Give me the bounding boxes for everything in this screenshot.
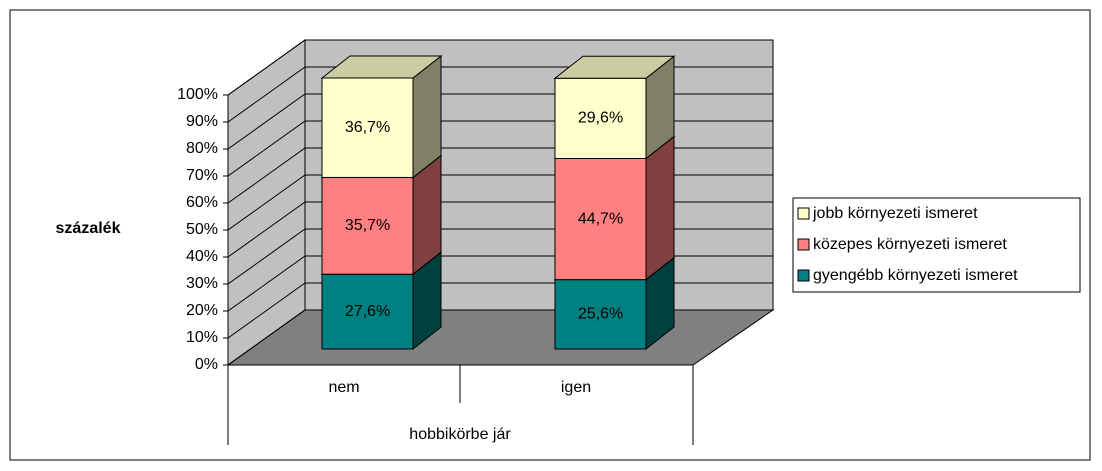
bar <box>321 77 414 178</box>
bar <box>554 279 647 350</box>
bar-top <box>320 55 443 79</box>
legend-swatch <box>797 207 810 220</box>
bar <box>321 273 414 350</box>
legend-swatch <box>797 238 810 251</box>
value-label: 29,6% <box>578 110 623 127</box>
bar-top <box>553 55 676 79</box>
bar-side <box>645 135 675 281</box>
value-label: 36,7% <box>345 119 390 136</box>
legend-entries: gyengébb környezeti ismeret közepes körny… <box>797 205 1018 284</box>
y-tick-label: 20% <box>186 302 218 319</box>
y-tick-label: 70% <box>186 167 218 184</box>
grid-line <box>227 39 773 96</box>
value-label: 25,6% <box>578 306 623 323</box>
y-tick-label: 50% <box>186 221 218 238</box>
x-axis-label: hobbikörbe jár <box>409 426 511 443</box>
legend-label: közepes környezeti ismeret <box>813 236 1007 253</box>
y-tick-label: 0% <box>195 356 218 373</box>
bars: 27,6% 35,7% 36,7% 25,6% 44,7% 29,6% <box>320 54 676 351</box>
y-axis-label: százalék <box>56 220 121 237</box>
value-label: 35,7% <box>345 217 390 234</box>
y-tick-label: 80% <box>186 140 218 157</box>
value-label: 27,6% <box>345 303 390 320</box>
y-tick-label: 30% <box>186 275 218 292</box>
legend <box>792 197 1081 293</box>
floor <box>226 309 775 366</box>
value-label: 44,7% <box>578 210 623 227</box>
legend-swatch <box>797 269 810 282</box>
y-tick-label: 60% <box>186 194 218 211</box>
y-tick-label: 10% <box>186 329 218 346</box>
legend-label: gyengébb környezeti ismeret <box>813 267 1018 284</box>
y-tick-label: 40% <box>186 248 218 265</box>
bar <box>321 176 414 275</box>
y-tick-label: 100% <box>177 86 218 103</box>
x-tick-label: nem <box>328 379 359 396</box>
x-tick-label: igen <box>561 379 591 396</box>
legend-label: jobb környezeti ismeret <box>812 205 978 222</box>
y-tick-label: 90% <box>186 113 218 130</box>
